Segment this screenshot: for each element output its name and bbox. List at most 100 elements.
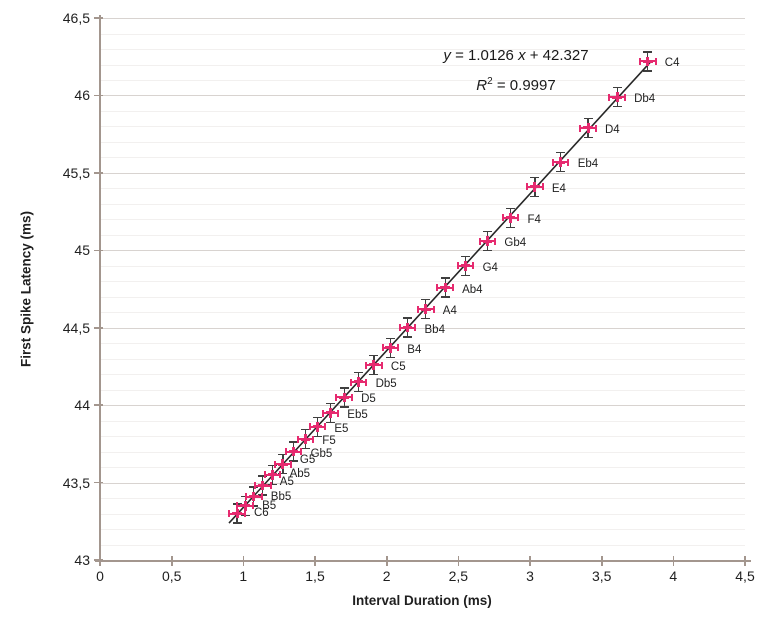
y-error-cap-top (369, 354, 379, 357)
x-error-cap-right (594, 124, 597, 132)
x-tick-label: 2,5 (448, 568, 469, 584)
y-error-cap-bottom (643, 70, 653, 72)
x-error-cap-left (228, 510, 231, 518)
marker-plus-v (292, 446, 296, 457)
marker-plus-v (388, 343, 392, 353)
marker-plus-v (406, 322, 409, 333)
y-gridline-minor (100, 234, 745, 236)
x-tick (601, 556, 603, 566)
x-error-cap-right (324, 423, 327, 431)
y-error-cap-bottom (403, 336, 412, 338)
x-error-cap-right (350, 394, 353, 401)
y-gridline-minor (100, 544, 745, 546)
x-error-cap-left (284, 448, 287, 456)
x-error-cap-right (451, 284, 454, 292)
x-error-cap-left (456, 262, 459, 270)
y-error-cap-top (612, 86, 622, 89)
marker-plus-v (443, 282, 447, 293)
point-label-Ab4: Ab4 (462, 283, 483, 296)
y-gridline-minor (100, 79, 745, 81)
x-error-cap-left (436, 284, 439, 292)
y-error-cap-top (506, 207, 515, 210)
x-error-cap-left (551, 158, 554, 166)
y-tick-label: 46 (74, 87, 90, 104)
r-squared: R2 = 0.9997 (476, 76, 555, 94)
point-label-Gb4: Gb4 (504, 237, 527, 249)
x-error-cap-left (365, 361, 368, 369)
equation-intercept: + 42.327 (525, 47, 589, 64)
y-error-cap-top (583, 117, 593, 120)
x-error-cap-right (414, 324, 417, 332)
x-error-cap-left (254, 482, 257, 490)
point-label-D4: D4 (605, 123, 620, 136)
y-gridline-minor (100, 451, 745, 453)
point-label-E4: E4 (551, 182, 566, 195)
y-error-cap-bottom (354, 390, 364, 393)
x-error-cap-left (526, 183, 529, 191)
equation-variable-x: x (518, 47, 526, 64)
y-gridline-minor (100, 126, 745, 128)
y-gridline-minor (100, 312, 745, 314)
y-error-cap-top (530, 176, 540, 179)
y-error-cap-top (482, 230, 492, 233)
y-error-cap-bottom (232, 522, 242, 524)
x-error-cap-right (397, 344, 399, 352)
y-tick (94, 559, 103, 561)
y-error-cap-top (461, 255, 471, 258)
x-tick-label: 4,5 (735, 568, 755, 584)
y-gridline-minor (100, 529, 745, 530)
y-error-cap-top (312, 416, 322, 419)
y-gridline-minor (100, 420, 745, 422)
y-gridline-minor (100, 265, 745, 267)
marker-plus-v (328, 408, 332, 418)
point-label-F5: F5 (322, 435, 336, 448)
point-label-A4: A4 (442, 305, 457, 318)
y-tick-label: 43 (74, 552, 90, 568)
y-tick (94, 17, 103, 19)
x-tick-label: 4 (669, 568, 678, 584)
point-label-C4: C4 (664, 57, 680, 70)
y-gridline-minor (100, 467, 745, 469)
x-axis-title: Interval Duration (ms) (352, 593, 492, 608)
y-error-cap-top (354, 371, 364, 374)
y-tick-label: 43,5 (62, 474, 90, 491)
y-error-cap-top (421, 298, 431, 301)
marker-plus-v (464, 261, 468, 271)
x-error-cap-left (579, 124, 582, 132)
marker-plus-v (342, 392, 346, 403)
y-gridline-minor (100, 49, 745, 50)
y-gridline-minor (100, 436, 745, 438)
x-error-cap-left (639, 58, 642, 65)
x-error-cap-right (243, 510, 246, 518)
point-label-Eb5: Eb5 (347, 408, 368, 421)
x-tick (672, 556, 675, 566)
x-error-cap-right (623, 93, 626, 101)
y-error-cap-top (643, 51, 653, 53)
y-error-cap-top (440, 277, 450, 279)
marker-plus-v (315, 422, 319, 432)
x-error-cap-right (432, 305, 435, 313)
x-error-cap-right (269, 482, 272, 490)
x-axis-line (95, 560, 751, 562)
y-tick-label: 45 (74, 242, 90, 259)
x-error-cap-left (335, 394, 338, 401)
y-gridline-minor (100, 219, 745, 221)
point-label-A5: A5 (279, 475, 294, 488)
marker-plus-v (261, 480, 265, 491)
marker-plus-v (424, 304, 428, 314)
y-gridline-minor (100, 203, 745, 205)
x-tick-label: 2 (382, 568, 391, 584)
point-label-Db5: Db5 (375, 377, 397, 390)
x-tick (529, 556, 531, 566)
point-label-C6: C6 (254, 506, 269, 519)
point-label-B4: B4 (407, 343, 422, 356)
x-error-cap-left (381, 344, 384, 352)
marker-plus-v (303, 434, 307, 444)
point-label-C5: C5 (390, 360, 406, 373)
r-value: = 0.9997 (492, 77, 556, 94)
point-label-E5: E5 (334, 422, 349, 435)
x-error-cap-left (308, 423, 311, 431)
y-error-cap-bottom (421, 317, 431, 320)
y-gridline-major (100, 172, 745, 174)
